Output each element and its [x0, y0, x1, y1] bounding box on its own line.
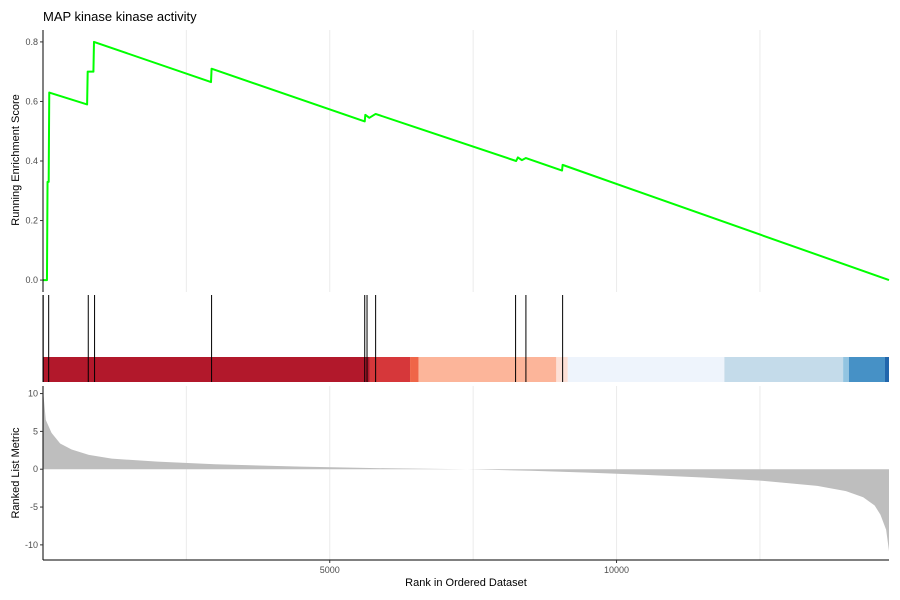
running-score-polyline [43, 40, 890, 282]
y-tick-label-ranked: 10 [28, 389, 38, 399]
rank-color-band [724, 357, 844, 382]
tick-labels: 0.0 0.2 0.4 0.6 0.8 -10 -5 0 5 10 5000 10000 [25, 37, 629, 575]
x-axis-label: Rank in Ordered Dataset [405, 577, 527, 589]
ranked-metric-area [43, 389, 889, 551]
y-axis-label-enrichment: Running Enrichment Score [10, 94, 22, 225]
y-tick-label-enrichment: 0.2 [25, 216, 38, 226]
rank-color-band [43, 357, 370, 382]
rank-color-band [848, 357, 885, 382]
rank-color-band [556, 357, 568, 382]
y-tick-label-ranked: 0 [33, 464, 38, 474]
rank-color-band [369, 357, 411, 382]
rank-color-band [418, 357, 557, 382]
rank-color-bar [43, 357, 889, 382]
axes [40, 30, 889, 563]
y-tick-label-enrichment: 0.6 [25, 96, 38, 106]
x-tick-label: 10000 [604, 565, 629, 575]
x-tick-label: 5000 [320, 565, 340, 575]
y-axis-label-ranked-metric: Ranked List Metric [10, 427, 22, 519]
y-tick-label-enrichment: 0.0 [25, 275, 38, 285]
running-score-line [43, 40, 890, 282]
y-tick-label-enrichment: 0.8 [25, 37, 38, 47]
ranked-metric-area-path [43, 389, 889, 551]
rank-color-band [410, 357, 419, 382]
rank-color-band [567, 357, 725, 382]
y-tick-label-ranked: -10 [25, 540, 38, 550]
y-tick-label-ranked: -5 [30, 502, 38, 512]
rank-color-band [884, 357, 889, 382]
y-tick-label-ranked: 5 [33, 426, 38, 436]
grid-lines [185, 30, 761, 560]
y-tick-label-enrichment: 0.4 [25, 156, 38, 166]
rank-color-band [843, 357, 849, 382]
chart-title: MAP kinase kinase activity [43, 9, 197, 24]
